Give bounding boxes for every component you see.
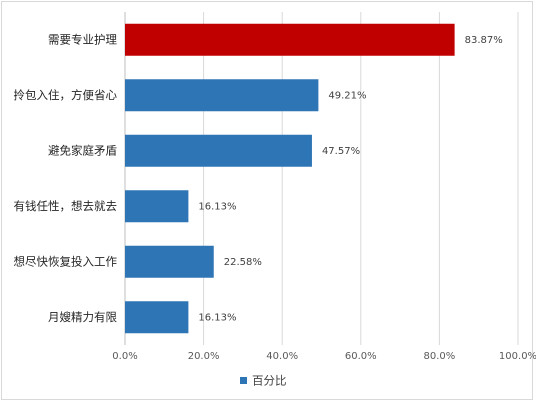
category-label: 月嫂精力有限 [48,310,117,324]
x-tick-label: 100.0% [499,351,536,362]
data-label: 47.57% [322,146,360,157]
x-tick-label: 40.0% [266,351,298,362]
legend-swatch [240,377,247,384]
category-label: 拎包入住，方便省心 [14,88,118,102]
x-tick-label: 0.0% [112,351,137,362]
category-label: 需要专业护理 [48,32,117,46]
x-tick-label: 80.0% [424,351,456,362]
data-label: 83.87% [465,35,503,46]
bar [125,301,189,334]
x-tick-label: 20.0% [188,351,220,362]
data-label: 49.21% [328,90,366,101]
category-label: 想尽快恢复投入工作 [14,254,118,268]
x-tick-label: 60.0% [345,351,377,362]
bar [125,190,189,223]
category-label: 避免家庭矛盾 [48,143,117,157]
bar [125,79,319,112]
bar [125,23,455,56]
bar [125,134,312,167]
data-label: 16.13% [198,312,236,323]
data-label: 22.58% [224,257,262,268]
category-label: 有钱任性，想去就去 [14,199,118,213]
bar [125,245,214,278]
legend-label: 百分比 [252,374,287,388]
data-label: 16.13% [198,201,236,212]
